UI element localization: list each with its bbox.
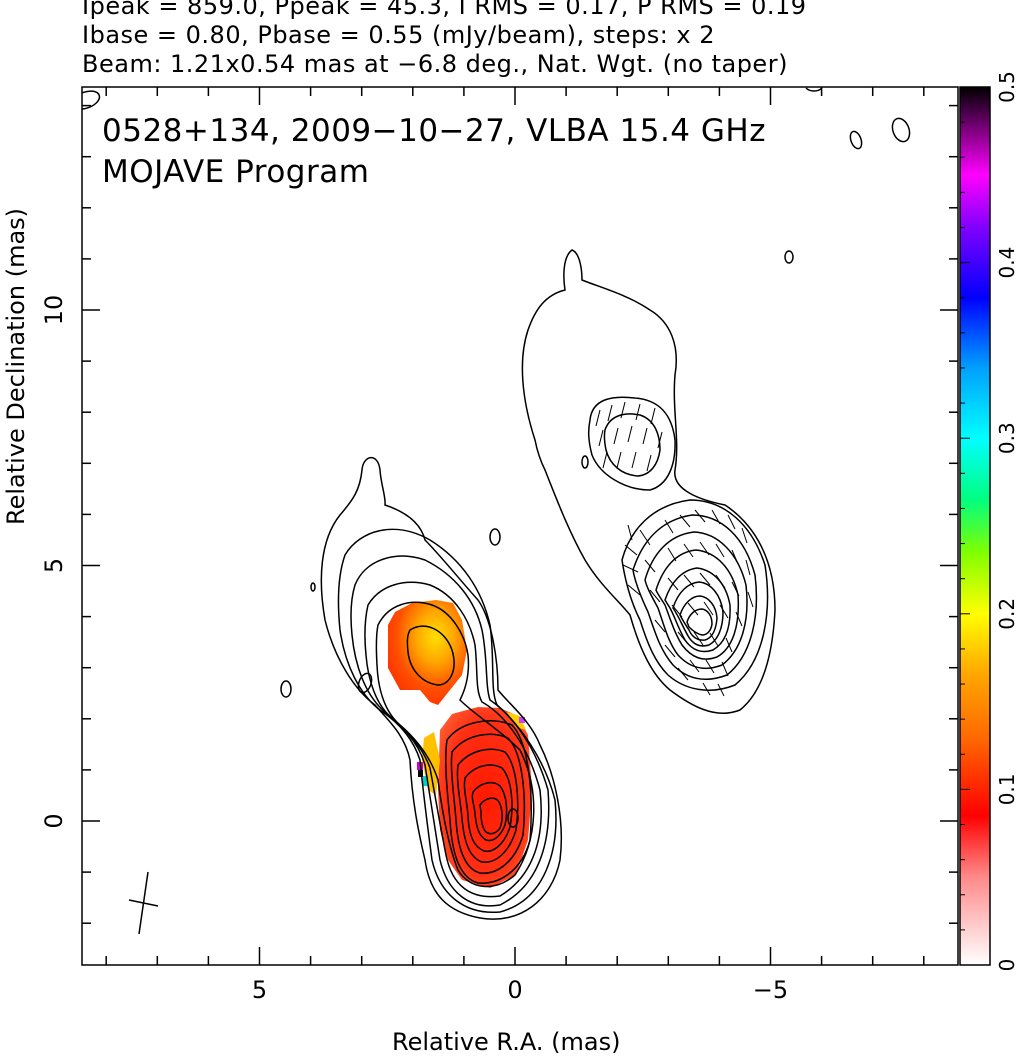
edge-pixel-cyan [423,776,428,786]
colorbar-ticks: 0 0.1 0.2 0.3 0.4 0.5 [960,71,1019,971]
polarization-vectors [595,401,754,697]
edge-pixel-violet [519,717,525,723]
y-tick-label: 0 [40,813,68,828]
colorbar-tick-label: 0.2 [995,598,1019,630]
header-base-line: Ibase = 0.80, Pbase = 0.55 (mJy/beam), s… [82,21,716,49]
plot-subtitle: MOJAVE Program [102,154,370,190]
x-tick-label: 5 [252,976,267,1004]
core-polarization [438,707,532,888]
colorbar-tick-label: 0.5 [995,71,1019,103]
total-intensity-contours [82,87,911,920]
header-intensity-line: Ipeak = 859.0, Ppeak = 45.3, I RMS = 0.1… [82,0,807,20]
header-beam-line: Beam: 1.21x0.54 mas at −6.8 deg., Nat. W… [82,50,788,78]
core-edge-yellow [507,712,526,730]
colorbar-tick-label: 0.1 [995,773,1019,805]
colorbar [959,86,991,966]
restoring-beam-marker [128,871,159,935]
plot-frame [81,86,959,966]
colorbar-tick-label: 0.3 [995,422,1019,454]
colorbar-tick-label: 0 [995,959,1019,972]
plot-title: 0528+134, 2009−10−27, VLBA 15.4 GHz [102,113,766,149]
x-tick-label: 0 [507,976,522,1004]
colorbar-tick-label: 0.4 [995,247,1019,279]
y-tick-label: 10 [40,295,68,326]
x-axis-label: Relative R.A. (mas) [392,1028,621,1056]
y-tick-label: 5 [40,558,68,573]
inner-jet-polarization [388,600,467,705]
axis-ticks: 5 0 −5 0 5 10 [40,87,958,1004]
y-axis-label: Relative Declination (mas) [2,207,30,525]
x-tick-label: −5 [753,976,788,1004]
edge-pixel-black [418,770,423,777]
